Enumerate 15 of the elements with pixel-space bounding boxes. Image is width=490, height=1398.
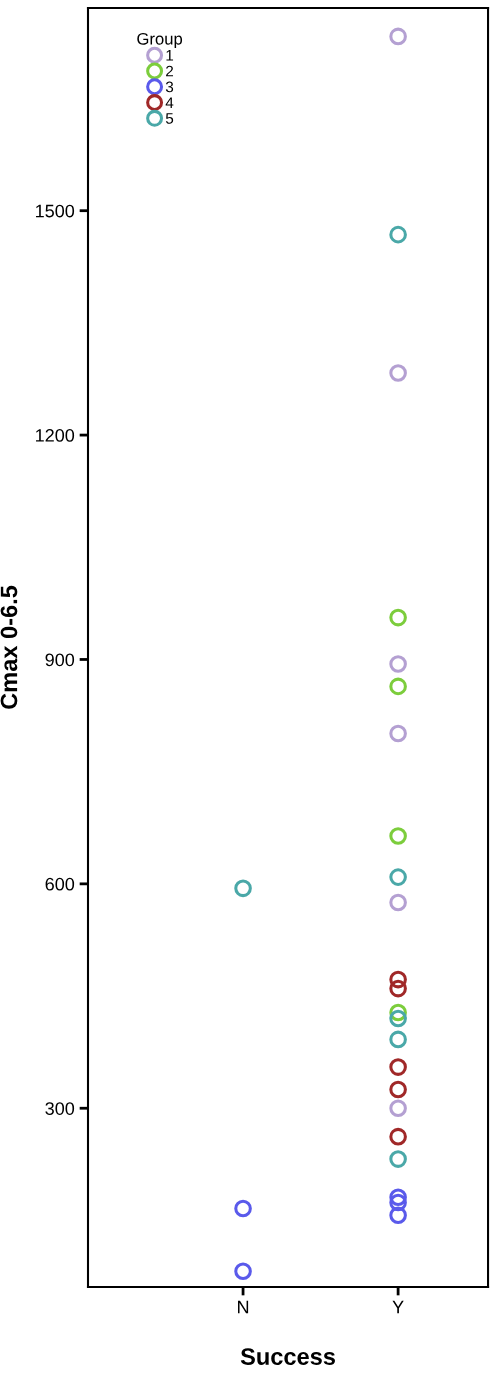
y-tick-label: 1500 <box>36 204 75 218</box>
legend-label: 1 <box>166 50 174 61</box>
legend-label: 2 <box>166 65 174 77</box>
y-tick-label: 1200 <box>36 429 75 442</box>
x-tick-label: N <box>238 1300 249 1314</box>
y-axis-title: Cmax 0-6.5 <box>0 585 18 709</box>
legend-label: 4 <box>165 97 174 108</box>
y-tick-label: 900 <box>45 653 75 667</box>
x-axis-title: Success <box>240 1348 335 1365</box>
legend-title: Group <box>137 32 183 48</box>
x-tick-label: Y <box>392 1300 404 1314</box>
legend-label: 3 <box>165 81 174 93</box>
y-tick-label: 600 <box>45 877 75 891</box>
legend-label: 5 <box>165 113 174 124</box>
y-tick-label: 300 <box>45 1102 75 1115</box>
